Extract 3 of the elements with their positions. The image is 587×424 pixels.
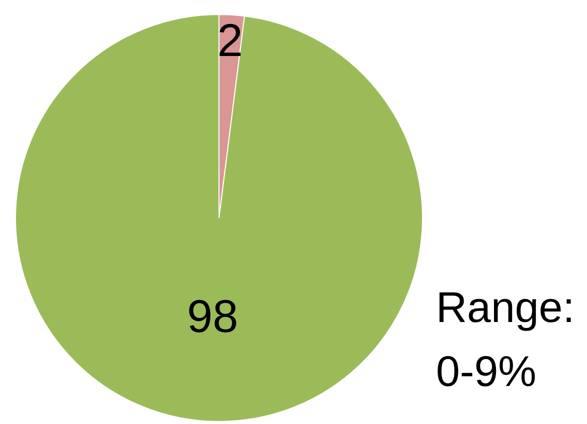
data-label: 2 <box>217 14 243 66</box>
data-label: 98 <box>187 290 238 342</box>
text: Range: 0-9% <box>436 283 576 398</box>
